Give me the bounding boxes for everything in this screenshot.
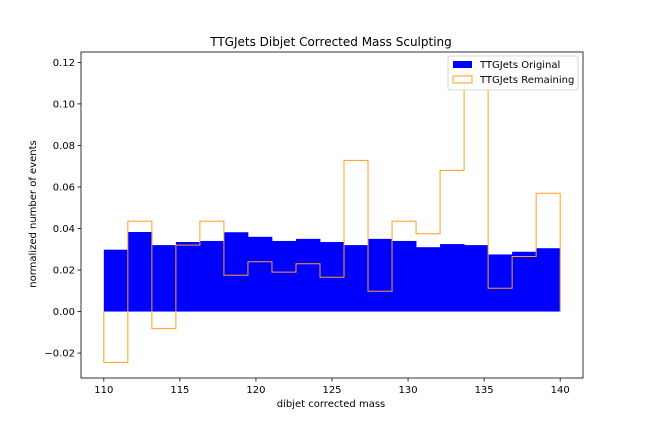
y-tick-label: 0.02 bbox=[53, 266, 75, 277]
legend-label-remaining: TTGJets Remaining bbox=[479, 75, 574, 86]
legend-label-original: TTGJets Original bbox=[479, 60, 560, 71]
original-bar bbox=[151, 245, 177, 312]
original-bar bbox=[319, 241, 345, 312]
y-axis-label: normalized number of events bbox=[28, 140, 39, 287]
original-bar bbox=[295, 238, 321, 312]
chart-title: TTGJets Dibjet Corrected Mass Sculpting bbox=[209, 35, 452, 49]
original-bars bbox=[103, 232, 561, 312]
y-tick-label: 0.06 bbox=[53, 182, 75, 193]
x-tick-label: 115 bbox=[170, 385, 189, 396]
y-tick-label: 0.10 bbox=[53, 99, 75, 110]
y-axis-ticks: −0.02 0.00 0.02 0.04 0.06 0.08 0.10 0.12 bbox=[44, 58, 81, 360]
legend: TTGJets Original TTGJets Remaining bbox=[447, 55, 579, 91]
original-bar bbox=[392, 240, 417, 312]
y-tick-label: 0.08 bbox=[53, 141, 75, 152]
original-bar bbox=[247, 236, 273, 312]
original-bar bbox=[368, 238, 393, 312]
legend-swatch-original bbox=[453, 61, 472, 68]
x-tick-label: 125 bbox=[322, 385, 341, 396]
legend-swatch-remaining bbox=[452, 75, 473, 84]
x-tick-label: 140 bbox=[551, 385, 570, 396]
x-tick-label: 130 bbox=[399, 385, 418, 396]
original-bar bbox=[440, 244, 465, 312]
x-axis-label: dibjet corrected mass bbox=[277, 399, 386, 410]
original-bar bbox=[175, 241, 201, 312]
y-tick-label: −0.02 bbox=[44, 349, 75, 360]
remaining-step-line bbox=[103, 74, 561, 363]
original-bar bbox=[223, 232, 249, 312]
legend-frame bbox=[447, 55, 579, 91]
original-bar bbox=[512, 251, 537, 312]
x-axis-ticks: 110 115 120 125 130 135 140 bbox=[94, 378, 570, 396]
original-bar bbox=[536, 248, 561, 312]
original-bar bbox=[271, 240, 297, 312]
original-bar bbox=[344, 245, 369, 312]
original-bar bbox=[464, 245, 489, 312]
y-tick-label: 0.00 bbox=[53, 307, 75, 318]
x-tick-label: 110 bbox=[94, 385, 113, 396]
remaining-steps bbox=[103, 74, 561, 363]
original-bar bbox=[127, 232, 153, 312]
y-tick-label: 0.04 bbox=[53, 224, 75, 235]
original-bar bbox=[199, 240, 225, 312]
x-tick-label: 120 bbox=[246, 385, 265, 396]
original-bar bbox=[103, 249, 129, 312]
x-tick-label: 135 bbox=[475, 385, 494, 396]
original-bar bbox=[416, 247, 441, 312]
original-bar bbox=[488, 254, 513, 312]
y-tick-label: 0.12 bbox=[53, 58, 75, 69]
